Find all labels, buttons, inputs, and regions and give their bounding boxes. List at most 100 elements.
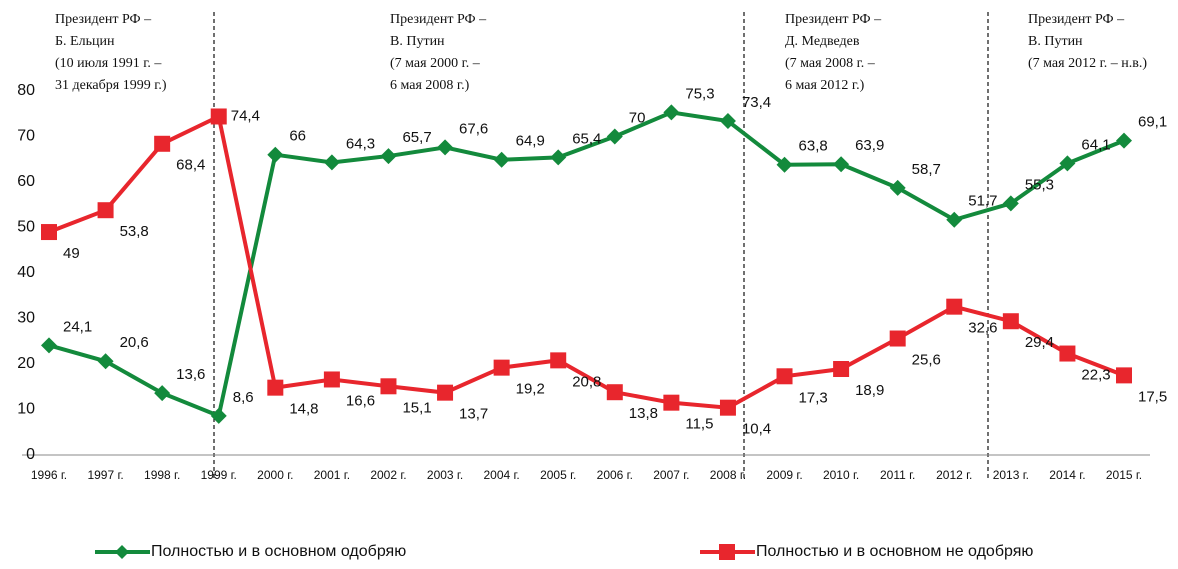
value-label: 8,6	[233, 389, 254, 406]
marker	[267, 379, 284, 396]
marker	[380, 378, 397, 395]
marker	[380, 148, 397, 165]
x-tick-label: 1999 г.	[201, 468, 237, 482]
value-label: 49	[63, 245, 80, 262]
marker	[1002, 195, 1019, 212]
y-tick-label: 10	[17, 401, 35, 418]
marker	[41, 224, 57, 241]
value-label: 18,9	[855, 382, 884, 399]
series-line	[48, 113, 1125, 410]
value-label: 64,1	[1081, 136, 1110, 153]
x-tick-label: 2000 г.	[257, 468, 293, 482]
value-label: 51,7	[968, 193, 997, 210]
annotation: 6 мая 2008 г.)	[390, 78, 470, 93]
x-tick-label: 2009 г.	[766, 468, 802, 482]
value-label: 11,5	[685, 416, 713, 433]
x-tick-label: 2007 г.	[653, 468, 689, 482]
value-label: 15,1	[402, 399, 431, 416]
value-label: 63,9	[855, 137, 884, 154]
marker	[267, 146, 284, 163]
x-tick-label: 2004 г.	[483, 468, 519, 482]
value-label: 16,6	[346, 392, 375, 409]
value-label: 67,6	[459, 120, 488, 137]
value-label: 69,1	[1138, 114, 1167, 131]
annotation: Д. Медведев	[785, 34, 860, 49]
marker	[210, 407, 227, 424]
value-label: 19,2	[516, 381, 545, 398]
x-tick-label: 2008 г.	[710, 468, 746, 482]
value-label: 64,9	[516, 133, 545, 150]
annotation: 31 декабря 1999 г.)	[55, 78, 167, 93]
value-label: 20,6	[120, 334, 149, 351]
marker	[776, 156, 793, 173]
annotation: 6 мая 2012 г.)	[785, 78, 865, 93]
y-tick-label: 0	[26, 446, 35, 463]
value-label: 13,6	[176, 366, 205, 383]
legend-marker	[719, 544, 735, 560]
x-tick-label: 1996 г.	[31, 468, 67, 482]
marker	[663, 394, 680, 411]
annotation: Б. Ельцин	[55, 34, 115, 49]
marker	[154, 385, 171, 402]
value-label: 74,4	[231, 107, 260, 124]
x-tick-label: 2013 г.	[993, 468, 1029, 482]
marker	[606, 128, 623, 145]
marker	[719, 399, 736, 416]
series-line	[48, 110, 1125, 419]
x-tick-label: 2011 г.	[880, 468, 915, 482]
x-tick-label: 2003 г.	[427, 468, 463, 482]
marker	[154, 135, 171, 152]
annotation: Президент РФ –	[785, 12, 882, 27]
annotation: В. Путин	[390, 34, 445, 49]
annotation: (7 мая 2000 г. –	[390, 56, 481, 71]
value-label: 14,8	[289, 401, 318, 418]
value-label: 65,4	[572, 130, 601, 147]
marker	[437, 384, 454, 401]
x-tick-label: 2014 г.	[1049, 468, 1085, 482]
marker	[1059, 155, 1076, 172]
marker	[1116, 367, 1132, 384]
x-tick-label: 2005 г.	[540, 468, 576, 482]
value-label: 64,3	[346, 135, 375, 152]
value-label: 13,7	[459, 406, 488, 423]
marker	[210, 108, 227, 125]
marker	[719, 113, 736, 130]
marker	[606, 384, 623, 401]
x-tick-label: 2006 г.	[597, 468, 633, 482]
legend-label: Полностью и в основном одобряю	[151, 543, 406, 560]
marker	[1059, 345, 1076, 362]
y-tick-label: 80	[17, 82, 35, 99]
y-tick-label: 40	[17, 264, 35, 281]
value-label: 17,3	[799, 389, 828, 406]
marker	[97, 202, 114, 219]
value-label: 70	[629, 109, 646, 126]
value-label: 29,4	[1025, 334, 1054, 351]
value-label: 73,4	[742, 94, 771, 111]
x-tick-label: 1998 г.	[144, 468, 180, 482]
y-tick-label: 60	[17, 173, 35, 190]
annotation: В. Путин	[1028, 34, 1083, 49]
y-tick-label: 70	[17, 128, 35, 145]
value-label: 25,6	[912, 351, 941, 368]
annotation: Президент РФ –	[390, 12, 487, 27]
y-tick-label: 50	[17, 219, 35, 236]
value-label: 10,4	[742, 421, 771, 438]
marker	[833, 361, 850, 378]
value-label: 22,3	[1081, 367, 1110, 384]
marker	[550, 149, 567, 166]
value-label: 66	[289, 128, 306, 145]
value-label: 13,8	[629, 405, 658, 422]
y-tick-label: 30	[17, 310, 35, 327]
marker	[493, 359, 510, 376]
marker	[833, 156, 850, 173]
value-label: 24,1	[63, 318, 92, 335]
value-label: 63,8	[799, 138, 828, 155]
value-label: 58,7	[912, 161, 941, 178]
marker	[946, 298, 963, 315]
marker	[437, 139, 454, 156]
marker	[323, 371, 340, 388]
value-label: 20,8	[572, 373, 601, 390]
x-tick-label: 2002 г.	[370, 468, 406, 482]
annotation: (7 мая 2012 г. – н.в.)	[1028, 56, 1147, 71]
marker	[889, 330, 906, 347]
